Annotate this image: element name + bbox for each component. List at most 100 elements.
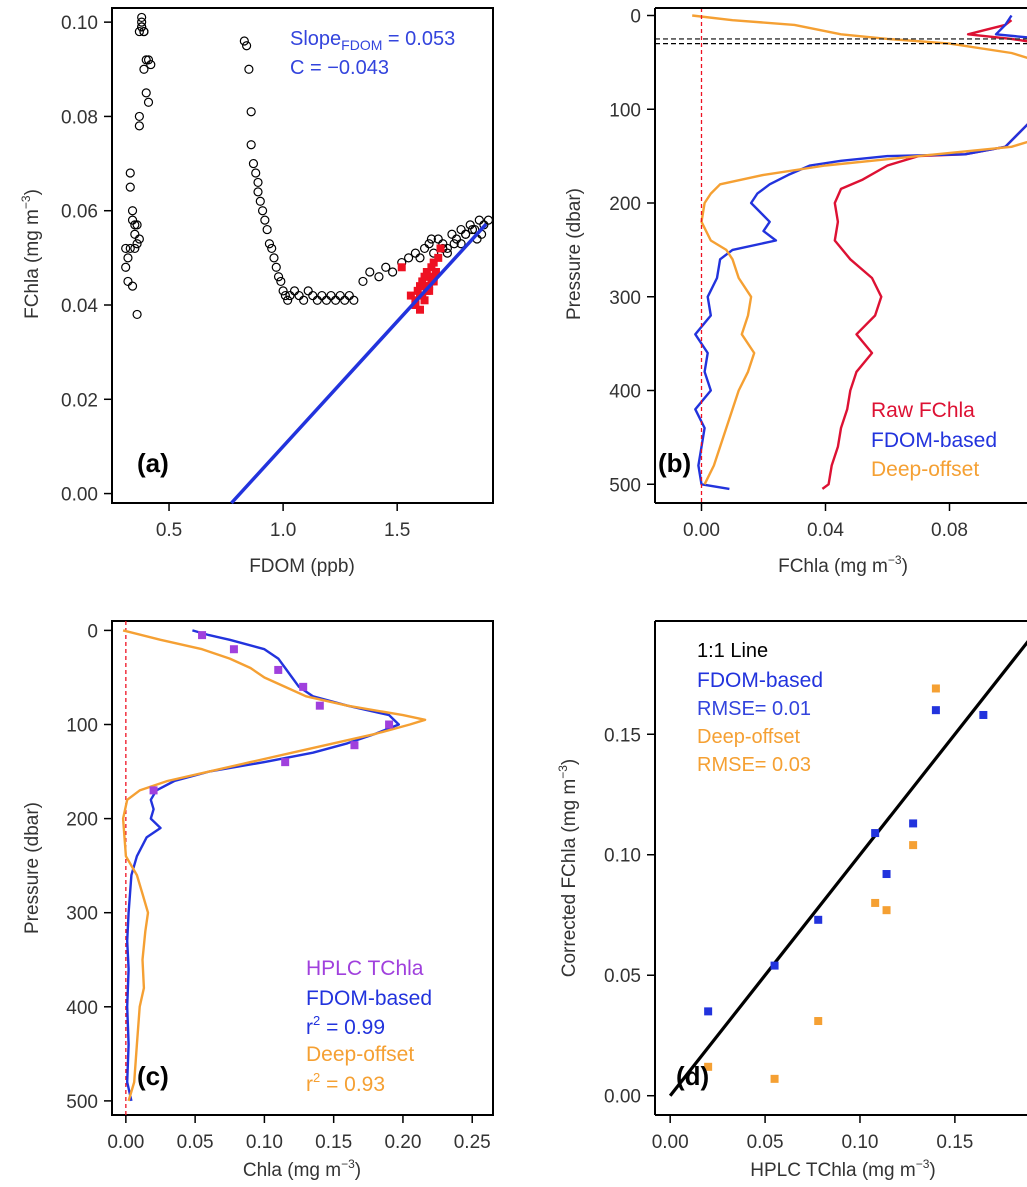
x-tick-label: 0.00 [107, 1132, 144, 1153]
data-point-open [132, 309, 142, 320]
hplc-point [198, 631, 207, 640]
series-line [821, 19, 1027, 490]
panel-a-y-axis-label: FChla (mg m−3) [19, 189, 43, 319]
panel-d-legend-deep: Deep-offset [697, 726, 800, 748]
panel-b-x-ticks: 0.00 0.04 0.08 [683, 503, 968, 541]
data-point-open [449, 239, 459, 249]
y-tick-label: 400 [609, 382, 641, 403]
data-point-open [264, 239, 275, 249]
data-point-open [456, 239, 466, 249]
x-tick-label: 0.15 [315, 1132, 352, 1153]
x-tick-label: 0.10 [841, 1132, 878, 1153]
panel-c-legend-deep: Deep-offset [306, 1043, 414, 1066]
data-point-open [433, 234, 443, 244]
panel-d-x-ticks: 0.00 0.05 0.10 0.15 [652, 1115, 973, 1153]
data-point-open [260, 215, 270, 225]
data-point-red [434, 253, 443, 262]
panel-b: 0.00 0.04 0.08 0 100 200 300 400 500 FChla (mg … [564, 7, 1027, 577]
data-point-open [349, 295, 359, 305]
data-point-open [358, 276, 368, 287]
data-point-open [137, 12, 147, 23]
data-point-open [447, 229, 457, 239]
data-point [931, 684, 940, 693]
y-tick-label: 200 [66, 810, 98, 831]
data-point-open [312, 295, 322, 305]
data-point-open [251, 168, 261, 178]
panel-a-intercept-annotation: C = −0.043 [290, 57, 389, 79]
x-tick-label: 1.5 [384, 520, 410, 541]
data-point [814, 1017, 823, 1026]
data-point-open [121, 262, 131, 272]
panel-d-legend: 1:1 Line FDOM-based RMSE= 0.01 Deep-offs… [697, 640, 823, 776]
data-point-red [406, 291, 415, 300]
x-tick-label: 0.15 [936, 1132, 973, 1153]
panel-d-legend-fdom: FDOM-based [697, 669, 823, 692]
data-point-open [289, 286, 300, 296]
x-tick-label: 0.04 [807, 520, 844, 541]
data-point-open [285, 290, 295, 301]
data-point-red [413, 286, 422, 295]
panel-c-legend-r2-deep: r2 = 0.93 [306, 1070, 385, 1096]
panel-b-legend-fdom: FDOM-based [871, 429, 997, 452]
data-point-open [125, 168, 135, 178]
y-tick-label: 0.04 [61, 296, 98, 317]
data-point-red [431, 268, 440, 276]
data-point-open [283, 295, 293, 305]
panel-a: 0.5 1.0 1.5 0.00 0.02 0.04 0.06 0.08 0.10 FDOM … [19, 7, 494, 577]
panel-a-plot-frame [111, 7, 494, 504]
panel-d-y-ticks: 0.00 0.05 0.10 0.15 [604, 725, 655, 1108]
data-point-open [246, 140, 256, 150]
data-point-open [299, 295, 309, 305]
x-tick-label: 1.0 [270, 520, 296, 541]
data-point-open [340, 295, 350, 305]
panel-d-label: (d) [676, 1061, 709, 1091]
panel-b-x-axis-label: FChla (mg m−3) [778, 553, 908, 577]
x-tick-label: 0.00 [652, 1132, 689, 1153]
data-point-open [123, 276, 133, 287]
data-point-open [303, 286, 313, 296]
data-point-open [132, 239, 142, 249]
data-point-open [130, 243, 140, 254]
x-tick-label: 0.20 [384, 1132, 421, 1153]
y-tick-label: 300 [609, 288, 641, 309]
data-point-open [127, 206, 138, 216]
series-line [692, 14, 1027, 485]
y-tick-label: 0.08 [61, 107, 98, 128]
data-point-open [139, 64, 149, 74]
series-line [121, 629, 427, 1102]
data-point-red [418, 277, 427, 286]
data-point-open [137, 17, 147, 27]
data-point-open [271, 262, 281, 272]
data-point-open [273, 272, 284, 282]
data-point-red [436, 244, 445, 253]
data-point-red [420, 296, 429, 305]
data-point-open [146, 59, 156, 70]
data-point [770, 1074, 779, 1083]
data-point-open [276, 276, 286, 287]
data-point-open [461, 229, 471, 239]
data-point-open [365, 267, 375, 277]
panel-d-x-axis-label: HPLC TChla (mg m−3) [750, 1157, 935, 1181]
y-tick-label: 0.02 [61, 390, 98, 411]
panel-b-y-ticks: 0 100 200 300 400 500 [609, 7, 655, 496]
data-point-open [134, 234, 144, 244]
panel-a-fit-line [230, 222, 488, 505]
panel-c-x-ticks: 0.00 0.05 0.10 0.15 0.20 0.25 [107, 1115, 491, 1153]
data-point-open [335, 290, 345, 301]
panel-b-legend-deep: Deep-offset [871, 458, 979, 481]
data-point-open [257, 206, 268, 216]
data-point-open [330, 295, 341, 305]
panel-c-x-axis-label: Chla (mg m−3) [243, 1157, 361, 1181]
data-point [882, 906, 891, 915]
panel-c-label: (c) [137, 1061, 169, 1091]
data-point-open [374, 272, 384, 282]
data-point-open [255, 196, 265, 206]
data-point-open [134, 111, 144, 122]
data-point-red [425, 286, 434, 295]
panel-c-plot-frame [111, 620, 494, 1116]
data-point [704, 1062, 713, 1071]
data-point-open [456, 224, 466, 235]
data-point-open [139, 26, 149, 37]
data-point-open [429, 248, 439, 258]
